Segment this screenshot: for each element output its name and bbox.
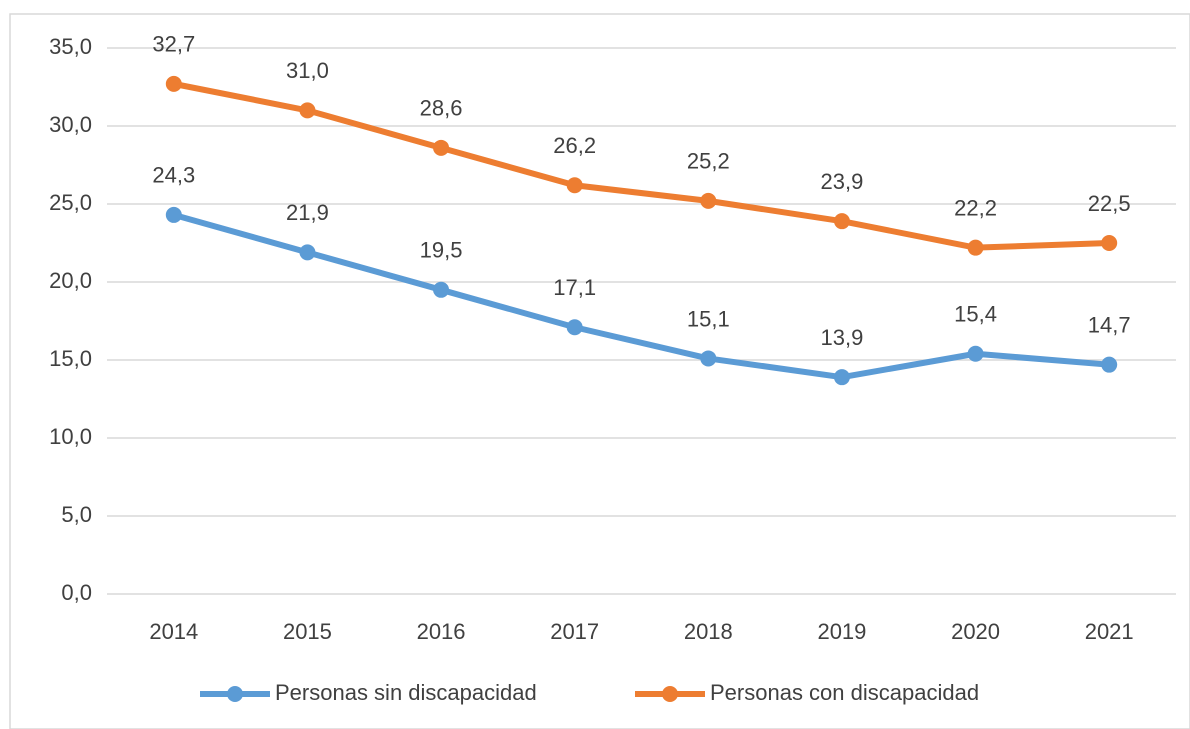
legend-label: Personas sin discapacidad [275,680,537,705]
data-point [833,213,850,230]
series-line [173,212,1110,381]
y-tick-label: 10,0 [49,424,92,449]
data-point [165,206,182,223]
data-point [433,139,450,156]
data-point [1101,356,1118,373]
data-point [299,102,316,119]
legend-label: Personas con discapacidad [710,680,979,705]
y-tick-label: 35,0 [49,34,92,59]
y-tick-label: 20,0 [49,268,92,293]
y-tick-label: 0,0 [61,580,92,605]
legend-marker [227,686,243,702]
series-line [173,80,1110,251]
data-label: 17,1 [553,275,596,300]
data-label: 28,6 [420,96,463,121]
data-point [566,177,583,194]
data-label: 19,5 [420,238,463,263]
x-tick-label: 2018 [684,619,733,644]
y-tick-label: 30,0 [49,112,92,137]
data-point [833,369,850,386]
x-tick-label: 2020 [951,619,1000,644]
x-tick-label: 2021 [1085,619,1134,644]
data-point [566,319,583,336]
legend-marker [662,686,678,702]
data-label: 22,5 [1088,191,1131,216]
data-point [700,192,717,209]
chart-border [9,13,1190,729]
x-tick-label: 2014 [149,619,198,644]
data-point [967,345,984,362]
x-tick-label: 2019 [817,619,866,644]
data-label: 22,2 [954,195,997,220]
x-tick-label: 2015 [283,619,332,644]
data-point [700,350,717,367]
data-label: 26,2 [553,133,596,158]
x-tick-label: 2016 [417,619,466,644]
data-point [967,239,984,256]
data-label: 15,4 [954,302,997,327]
data-label: 23,9 [821,169,864,194]
data-label: 31,0 [286,58,329,83]
y-tick-label: 25,0 [49,190,92,215]
y-tick-label: 5,0 [61,502,92,527]
x-tick-label: 2017 [550,619,599,644]
data-label: 21,9 [286,200,329,225]
y-tick-label: 15,0 [49,346,92,371]
data-label: 14,7 [1088,312,1131,337]
data-point [165,75,182,92]
data-label: 24,3 [152,163,195,188]
data-point [299,244,316,261]
data-point [433,281,450,298]
data-label: 25,2 [687,149,730,174]
data-point [1101,235,1118,251]
data-label: 32,7 [152,32,195,57]
data-label: 15,1 [687,306,730,331]
data-label: 13,9 [821,325,864,350]
